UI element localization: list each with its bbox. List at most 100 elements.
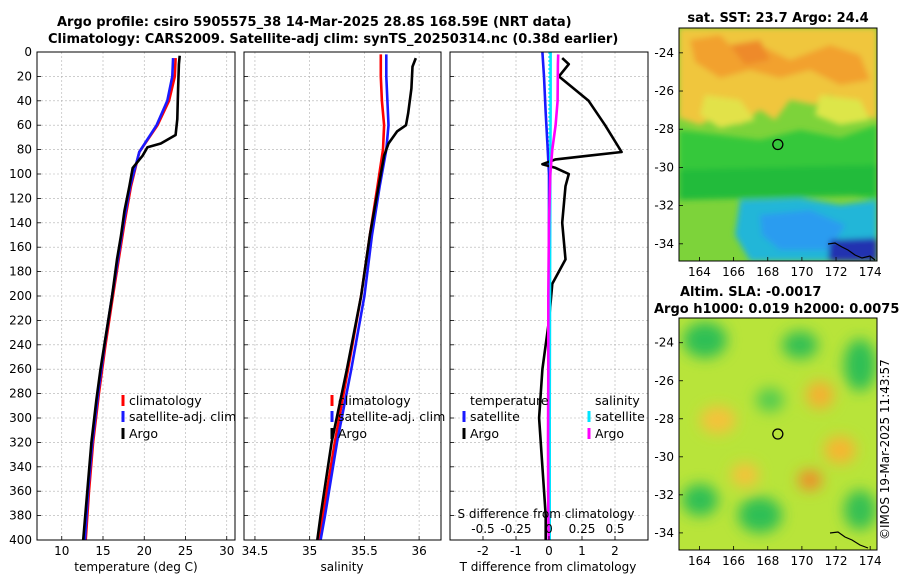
sst-hottest-patch [730, 40, 770, 65]
header-line-1: Argo profile: csiro 5905575_38 14-Mar-20… [57, 15, 572, 30]
sst-yellow-patch [700, 95, 755, 128]
sla-argo-marker [772, 428, 784, 440]
xtick-label: 25 [178, 544, 193, 558]
top-xtick-label: 0 [545, 522, 553, 536]
sla-low-3 [844, 339, 876, 391]
map-xtick-label: 170 [790, 554, 813, 568]
xtick-label: 36 [411, 544, 426, 558]
xtick-label: 35 [302, 544, 317, 558]
legend-label-satellite: satellite-adj. clim [338, 409, 445, 424]
ytick-label: 400 [9, 533, 32, 547]
ytick-label: 360 [9, 484, 32, 498]
imos-credit: ©IMOS 19-Mar-2025 11:43:57 [878, 359, 892, 540]
map-ytick-label: -32 [654, 488, 674, 502]
sla-high-1 [700, 406, 736, 434]
sla-low-1 [683, 322, 727, 358]
sla-high-3 [824, 436, 856, 464]
map-xtick-label: 174 [859, 554, 882, 568]
xtick-label: -2 [477, 544, 489, 558]
legend-label-climatology: climatology [338, 393, 411, 408]
ytick-label: 340 [9, 460, 32, 474]
ytick-label: 380 [9, 509, 32, 523]
xtick-label: 20 [137, 544, 152, 558]
ytick-label: 320 [9, 435, 32, 449]
legend-label-argo: Argo [338, 426, 367, 441]
sla-map-field [679, 318, 877, 550]
map-ytick-label: -34 [654, 237, 674, 251]
temperature-ticks: 0 20 40 60 80 100 120 140 160 180 200 220 240 260 280 3… [9, 45, 234, 558]
ytick-label: 120 [9, 191, 32, 205]
sla-map-frame [678, 317, 878, 551]
temperature-xlabel: temperature (deg C) [74, 560, 197, 574]
map-ytick-label: -24 [654, 336, 674, 350]
xtick-label: 2 [611, 544, 619, 558]
sst-green-band-lower [679, 165, 877, 200]
legend-title-temperature: temperature [470, 393, 549, 408]
difference-lines [537, 52, 623, 540]
sla-coastline [829, 531, 869, 549]
sst-map-field [679, 28, 877, 261]
sla-low-7 [756, 388, 784, 412]
sst-coldest-patch [828, 238, 877, 261]
map-xtick-label: 170 [790, 265, 813, 279]
sla-low-6 [844, 490, 876, 530]
difference-xlabel: T difference from climatology [459, 560, 637, 574]
map-xtick-label: 168 [756, 265, 779, 279]
legend-label-argo: Argo [129, 426, 158, 441]
sst-hot-region [690, 35, 870, 85]
legend-label-s-argo: Argo [595, 426, 624, 441]
xtick-label: 35.5 [351, 544, 378, 558]
ytick-label: 60 [17, 118, 32, 132]
ytick-label: 240 [9, 338, 32, 352]
sst-map-frame [678, 27, 878, 262]
map-xtick-label: 164 [688, 554, 711, 568]
sla-low-4 [738, 497, 782, 533]
sst-map-ticks: 164 166 168 170 172 174 -24 -26 -28 -30 -32 -34 [654, 46, 881, 279]
xtick-label: -1 [510, 544, 522, 558]
legend-label-s-satellite: satellite [595, 409, 645, 424]
map-xtick-label: 174 [859, 265, 882, 279]
map-ytick-label: -26 [654, 374, 674, 388]
map-xtick-label: 172 [825, 265, 848, 279]
top-xtick-label: 0.25 [569, 522, 596, 536]
temperature-legend: climatology satellite-adj. clim Argo [121, 393, 236, 441]
legend-label-climatology: climatology [129, 393, 202, 408]
salinity-lines [316, 54, 418, 540]
salinity-xlabel: salinity [320, 560, 363, 574]
top-xtick-label: -0.5 [471, 522, 494, 536]
sst-yellow-patch-east [815, 95, 870, 125]
sst-cold-region [760, 210, 845, 250]
series-climatology [84, 58, 177, 540]
salinity-ticks: 34.5 35 35.5 36 [242, 51, 427, 558]
map-ytick-label: -30 [654, 160, 674, 174]
sst-map: sat. SST: 23.7 Argo: 24.4 164 166 168 170 17… [654, 11, 881, 279]
sla-low-5 [682, 484, 718, 516]
legend-label-t-argo: Argo [470, 426, 499, 441]
xtick-label: 15 [95, 544, 110, 558]
xtick-label: 34.5 [242, 544, 269, 558]
top-xtick-label: -0.25 [500, 522, 531, 536]
legend-title-salinity: salinity [595, 393, 640, 408]
series-satellite-adj-clim [83, 58, 175, 540]
map-ytick-label: -26 [654, 84, 674, 98]
legend-label-t-satellite: satellite [470, 409, 520, 424]
sla-low-2 [782, 331, 818, 359]
difference-panel: -2 -1 0 1 2 -0.5 -0.25 0 0.25 0.5 S difference f… [449, 51, 649, 574]
map-ytick-label: -34 [654, 526, 674, 540]
ytick-label: 160 [9, 240, 32, 254]
difference-top-xlabel: S difference from climatology [458, 507, 635, 521]
map-xtick-label: 164 [688, 265, 711, 279]
ytick-label: 20 [17, 69, 32, 83]
temperature-lines [81, 55, 181, 540]
sla-map-ticks: 164 166 168 170 172 174 -24 -26 -28 -30 -32 -34 [654, 336, 881, 568]
sla-map-title-1: Altim. SLA: -0.0017 [680, 285, 821, 300]
difference-legend: temperature satellite Argo salinity sate… [462, 393, 645, 441]
difference-top-ticks: -0.5 -0.25 0 0.25 0.5 [471, 522, 624, 536]
sla-high-4 [731, 463, 759, 487]
xtick-label: 0 [545, 544, 553, 558]
ytick-label: 300 [9, 411, 32, 425]
ytick-label: 100 [9, 167, 32, 181]
ytick-label: 140 [9, 216, 32, 230]
xtick-label: 10 [54, 544, 69, 558]
map-ytick-label: -30 [654, 450, 674, 464]
